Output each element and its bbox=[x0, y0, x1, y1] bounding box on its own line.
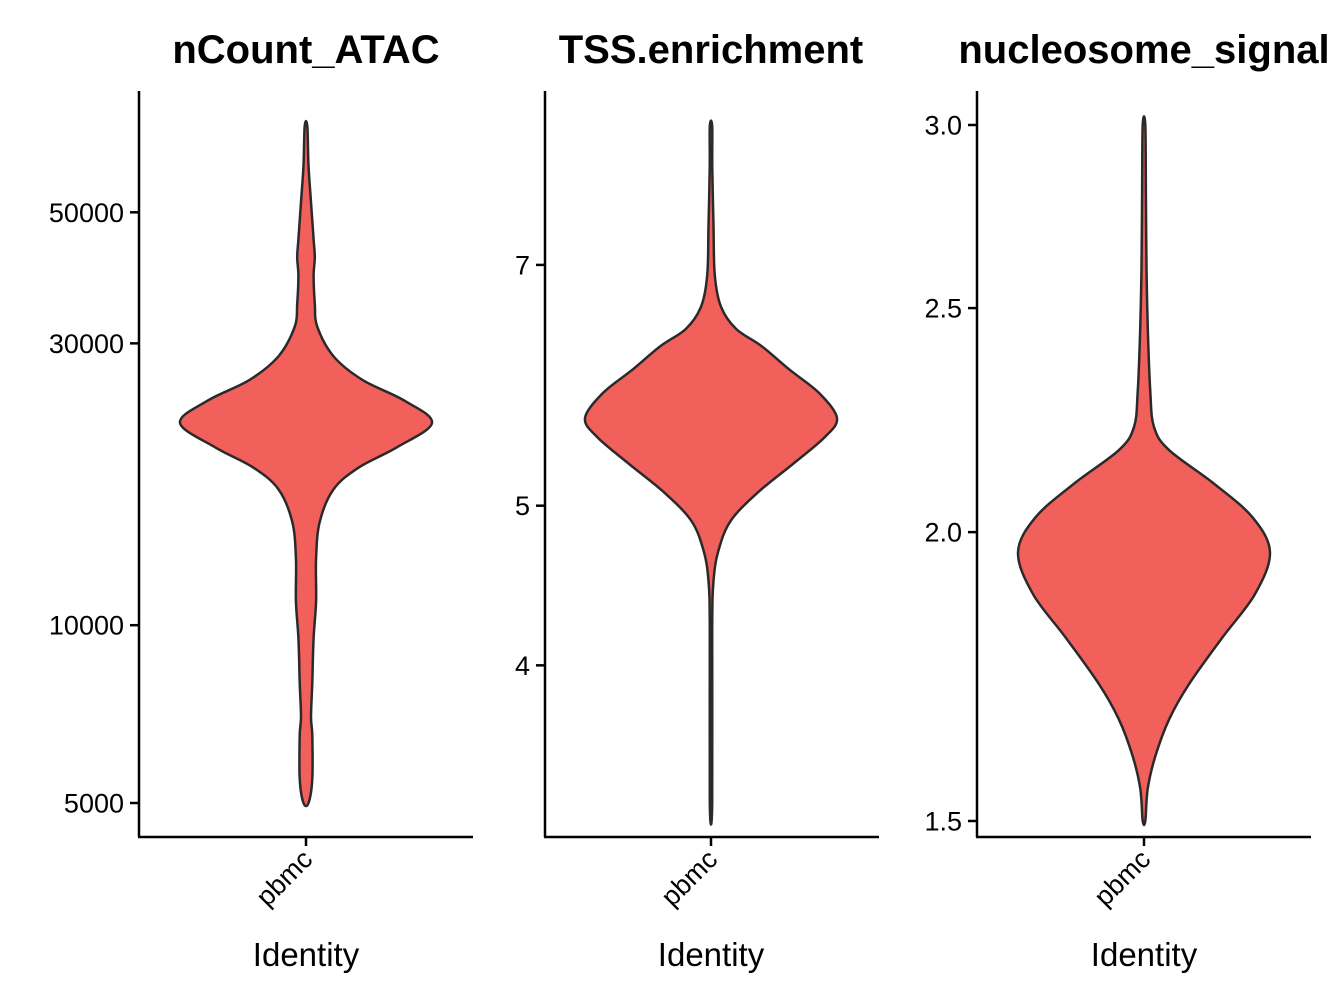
y-tick-label: 50000 bbox=[49, 198, 124, 228]
y-tick-label: 5 bbox=[515, 491, 530, 521]
y-tick-label: 2.0 bbox=[924, 518, 962, 548]
panel-1: nCount_ATAC 5000 10000 30000 50000 pbmc Identi… bbox=[49, 28, 473, 973]
y-tick-label: 30000 bbox=[49, 329, 124, 359]
y-tick-label: 7 bbox=[515, 250, 530, 280]
y-tick-label: 1.5 bbox=[924, 807, 962, 837]
violin-pbmc bbox=[1016, 115, 1272, 827]
x-category-label: pbmc bbox=[655, 844, 723, 912]
x-axis-title: Identity bbox=[1091, 936, 1198, 973]
panel-2: TSS.enrichment 4 5 7 pbmc Identity bbox=[515, 28, 879, 973]
violin-pbmc bbox=[178, 119, 434, 808]
x-category-label: pbmc bbox=[250, 844, 318, 912]
y-tick-label: 5000 bbox=[64, 789, 124, 819]
x-axis-title: Identity bbox=[658, 936, 765, 973]
panel-title: TSS.enrichment bbox=[559, 28, 864, 72]
panel-title: nucleosome_signal bbox=[958, 28, 1329, 72]
x-axis-title: Identity bbox=[253, 936, 360, 973]
y-tick-label: 2.5 bbox=[924, 294, 962, 324]
x-category-label: pbmc bbox=[1088, 844, 1156, 912]
panel-title: nCount_ATAC bbox=[172, 28, 439, 72]
violin-pbmc bbox=[583, 119, 839, 826]
panel-3: nucleosome_signal 1.5 2.0 2.5 3.0 pbmc Identit… bbox=[924, 28, 1329, 973]
y-tick-label: 4 bbox=[515, 651, 530, 681]
y-tick-label: 10000 bbox=[49, 611, 124, 641]
y-tick-label: 3.0 bbox=[924, 111, 962, 141]
